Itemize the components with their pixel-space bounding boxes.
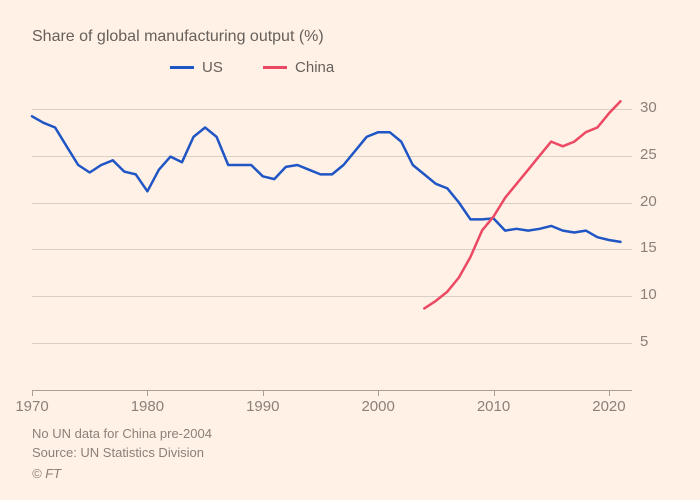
xtick-label: 1990 — [246, 398, 279, 415]
series-us — [32, 116, 621, 242]
xtick-mark — [494, 390, 495, 396]
ytick-label: 20 — [640, 193, 657, 210]
chart-subtitle: Share of global manufacturing output (%) — [32, 28, 668, 46]
legend-swatch-us — [170, 66, 194, 69]
ytick-label: 5 — [640, 333, 648, 350]
legend: US China — [170, 56, 370, 76]
legend-item-us: US — [170, 59, 223, 76]
ytick-label: 30 — [640, 99, 657, 116]
ytick-label: 25 — [640, 146, 657, 163]
line-series-svg — [32, 90, 632, 390]
xtick-label: 2010 — [477, 398, 510, 415]
legend-label-us: US — [202, 59, 223, 76]
ytick-label: 15 — [640, 239, 657, 256]
xtick-label: 1980 — [131, 398, 164, 415]
chart-footer: No UN data for China pre-2004 Source: UN… — [32, 425, 212, 484]
xtick-label: 2000 — [361, 398, 394, 415]
xtick-mark — [32, 390, 33, 396]
legend-label-china: China — [295, 59, 334, 76]
x-axis-baseline — [32, 390, 632, 391]
plot-area: 51015202530197019801990200020102020 — [32, 90, 668, 410]
xtick-mark — [263, 390, 264, 396]
chart-container: Share of global manufacturing output (%)… — [0, 0, 700, 500]
series-china — [424, 101, 620, 308]
footnote: No UN data for China pre-2004 — [32, 425, 212, 444]
xtick-mark — [147, 390, 148, 396]
legend-swatch-china — [263, 66, 287, 69]
xtick-label: 2020 — [592, 398, 625, 415]
source-line: Source: UN Statistics Division — [32, 444, 212, 463]
legend-item-china: China — [263, 59, 334, 76]
xtick-mark — [609, 390, 610, 396]
xtick-label: 1970 — [15, 398, 48, 415]
credit-line: © FT — [32, 465, 212, 484]
xtick-mark — [378, 390, 379, 396]
ytick-label: 10 — [640, 286, 657, 303]
